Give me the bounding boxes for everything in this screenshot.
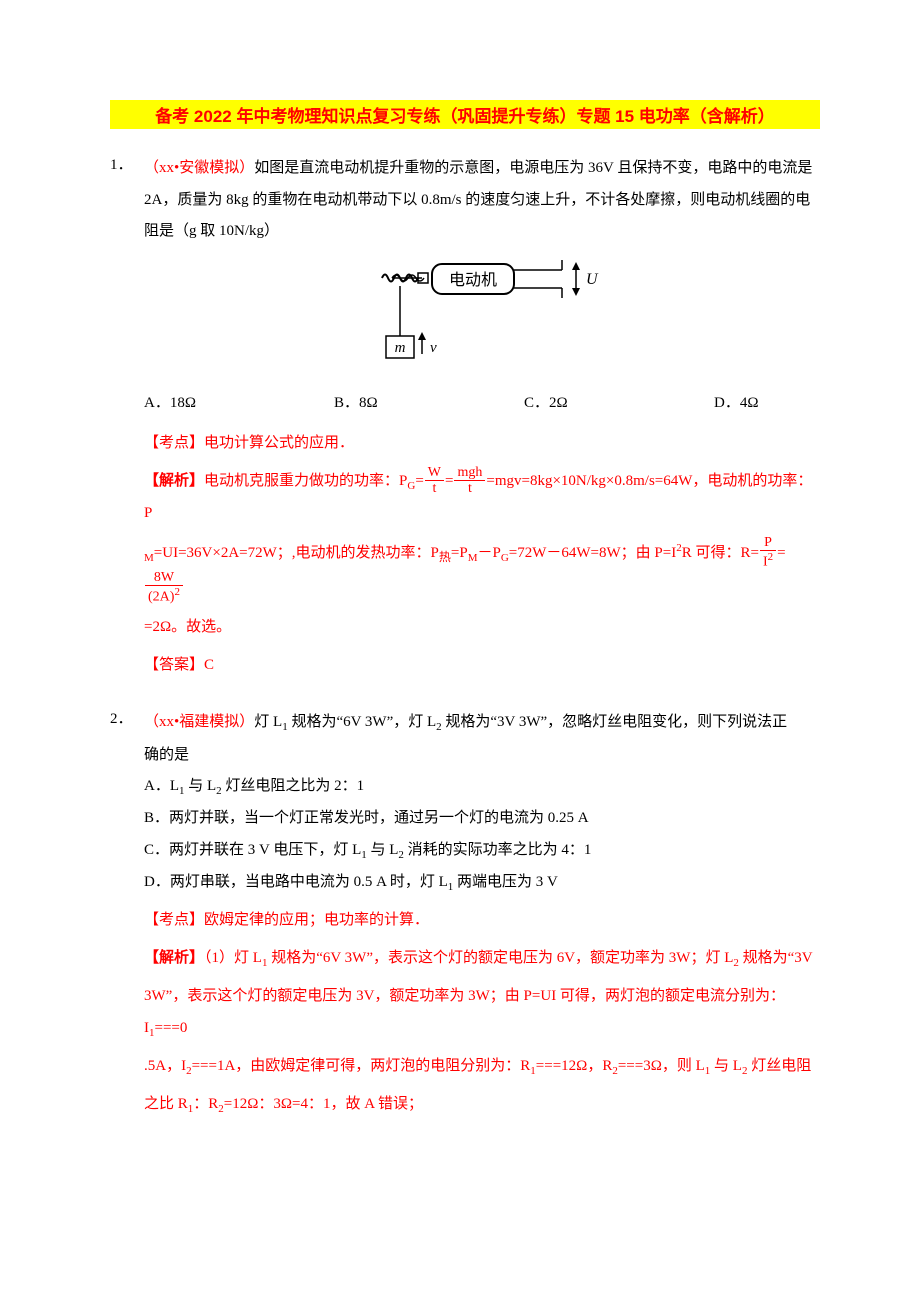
option-a: A．18Ω: [144, 388, 334, 420]
fraction: mght: [454, 465, 485, 497]
stem-text: 2A，质量为 8kg 的重物在电动机带动下以 0.8m/s 的速度匀速上升，不计…: [144, 185, 820, 217]
opt-text: A．L: [144, 778, 179, 794]
analysis-text: =72W－64W=8W；由 P=I: [509, 545, 676, 561]
stem-text: 灯 L: [254, 714, 282, 730]
subscript: G: [501, 552, 509, 564]
question-stem: （xx•福建模拟）灯 L1 规格为“6V 3W”，灯 L2 规格为“3V 3W”…: [144, 707, 820, 739]
analysis-text: =P: [451, 545, 468, 561]
opt-text: C．两灯并联在 3 V 电压下，灯 L: [144, 842, 361, 858]
question-number: 2．: [110, 707, 144, 1127]
fraction-den: (2A)2: [145, 586, 183, 605]
analysis-text: ：R: [193, 1096, 218, 1112]
option-a: A．L1 与 L2 灯丝电阻之比为 2：1: [144, 771, 820, 803]
question-body: （xx•安徽模拟）如图是直流电动机提升重物的示意图，电源电压为 36V 且保持不…: [144, 153, 820, 697]
knowledge-point: 【考点】欧姆定律的应用；电功率的计算．: [144, 905, 820, 937]
opt-text: 两端电压为 3 V: [453, 874, 558, 890]
question-1: 1． （xx•安徽模拟）如图是直流电动机提升重物的示意图，电源电压为 36V 且…: [110, 153, 820, 697]
circuit-diagram: 电动机 U m: [144, 258, 820, 381]
question-source: （xx•安徽模拟）: [144, 160, 254, 176]
analysis-text: 3W”，表示这个灯的额定电压为 3V，额定功率为 3W；由 P=UI 可得，两灯…: [144, 988, 785, 1036]
opt-text: 消耗的实际功率之比为 4：1: [404, 842, 592, 858]
question-source: （xx•福建模拟）: [144, 714, 254, 730]
fraction-num: mgh: [454, 465, 485, 481]
analysis-text: ===1A，由欧姆定律可得，两灯泡的电阻分别为：R: [192, 1058, 531, 1074]
analysis-text: R 可得：R=: [682, 545, 759, 561]
analysis-text: 电动机克服重力做功的功率：P: [204, 473, 407, 489]
analysis: .5A，I2===1A，由欧姆定律可得，两灯泡的电阻分别为：R1===12Ω，R…: [144, 1051, 820, 1083]
answer-options: A．18Ω B．8Ω C．2Ω D．4Ω: [144, 388, 820, 420]
fraction: PI2: [760, 535, 776, 570]
knowledge-point: 【考点】电功计算公式的应用．: [144, 428, 820, 460]
m-label: m: [395, 340, 406, 356]
opt-text: 与 L: [367, 842, 399, 858]
analysis: 【解析】电动机克服重力做功的功率：PG=Wt=mght=mgv=8kg×10N/…: [144, 465, 820, 530]
motor-label: 电动机: [449, 271, 497, 289]
analysis: =2Ω。故选。: [144, 612, 820, 644]
stem-text: 确的是: [144, 740, 820, 772]
fraction-den: t: [454, 481, 485, 496]
opt-text: D．两灯串联，当电路中电流为 0.5 A 时，灯 L: [144, 874, 448, 890]
analysis-text: 与 L: [710, 1058, 742, 1074]
option-d: D．4Ω: [714, 388, 820, 420]
answer-options: A．L1 与 L2 灯丝电阻之比为 2：1 B．两灯并联，当一个灯正常发光时，通…: [144, 771, 820, 899]
analysis-text: 规格为“6V 3W”，表示这个灯的额定电压为 6V，额定功率为 3W；灯 L: [267, 950, 733, 966]
option-d: D．两灯串联，当电路中电流为 0.5 A 时，灯 L1 两端电压为 3 V: [144, 867, 820, 899]
analysis: 【解析】（1）灯 L1 规格为“6V 3W”，表示这个灯的额定电压为 6V，额定…: [144, 942, 820, 975]
stem-text: 阻是（g 取 10N/kg）: [144, 216, 820, 248]
den-sup: 2: [174, 586, 180, 598]
opt-text: 与 L: [185, 778, 217, 794]
question-number: 1．: [110, 153, 144, 697]
question-stem: （xx•安徽模拟）如图是直流电动机提升重物的示意图，电源电压为 36V 且保持不…: [144, 153, 820, 185]
analysis-text: =UI=36V×2A=72W；,电动机的发热功率：P: [154, 545, 439, 561]
subscript: M: [144, 552, 154, 564]
subscript: 热: [439, 550, 451, 564]
analysis-text: 灯丝电阻: [747, 1058, 811, 1074]
answer: 【答案】C: [144, 650, 820, 682]
analysis: M=UI=36V×2A=72W；,电动机的发热功率：P热=PM－PG=72W－6…: [144, 536, 820, 607]
analysis-text: ===12Ω，R: [536, 1058, 613, 1074]
fraction-den: t: [425, 481, 444, 496]
document-title: 备考 2022 年中考物理知识点复习专练（巩固提升专练）专题 15 电功率（含解…: [110, 100, 820, 129]
v-label: v: [430, 340, 437, 356]
analysis: 3W”，表示这个灯的额定电压为 3V，额定功率为 3W；由 P=UI 可得，两灯…: [144, 981, 820, 1045]
fraction-num: 8W: [145, 570, 183, 586]
analysis-text: ===0: [155, 1020, 188, 1036]
analysis-text: =: [415, 473, 423, 489]
fraction-den: I2: [760, 551, 776, 570]
question-2: 2． （xx•福建模拟）灯 L1 规格为“6V 3W”，灯 L2 规格为“3V …: [110, 707, 820, 1127]
den-sup: 2: [768, 551, 774, 563]
analysis-text: ===3Ω，则 L: [618, 1058, 705, 1074]
fraction-num: W: [425, 465, 444, 481]
fraction: Wt: [425, 465, 444, 497]
option-b: B．8Ω: [334, 388, 524, 420]
page: 备考 2022 年中考物理知识点复习专练（巩固提升专练）专题 15 电功率（含解…: [0, 0, 920, 1197]
analysis-label: 【解析】: [144, 472, 204, 489]
analysis-text: －P: [477, 545, 500, 561]
fraction: 8W(2A)2: [145, 570, 183, 605]
stem-text: 如图是直流电动机提升重物的示意图，电源电压为 36V 且保持不变，电路中的电流是: [254, 160, 812, 176]
diagram-svg: 电动机 U m: [352, 258, 612, 368]
option-b: B．两灯并联，当一个灯正常发光时，通过另一个灯的电流为 0.25 A: [144, 803, 820, 835]
option-c: C．2Ω: [524, 388, 714, 420]
analysis-text: （1）灯 L: [204, 950, 262, 966]
stem-text: 规格为“6V 3W”，灯 L: [288, 714, 436, 730]
fraction-num: P: [760, 535, 776, 551]
option-c: C．两灯并联在 3 V 电压下，灯 L1 与 L2 消耗的实际功率之比为 4：1: [144, 835, 820, 867]
question-body: （xx•福建模拟）灯 L1 规格为“6V 3W”，灯 L2 规格为“3V 3W”…: [144, 707, 820, 1127]
den-base: (2A): [148, 590, 174, 605]
stem-text: 规格为“3V 3W”，忽略灯丝电阻变化，则下列说法正: [442, 714, 788, 730]
opt-text: 灯丝电阻之比为 2：1: [222, 778, 365, 794]
analysis-text: =12Ω：3Ω=4：1，故 A 错误；: [224, 1096, 423, 1112]
analysis-text: .5A，I: [144, 1058, 186, 1074]
analysis: 之比 R1：R2=12Ω：3Ω=4：1，故 A 错误；: [144, 1089, 820, 1121]
analysis-text: 规格为“3V: [739, 950, 813, 966]
u-label: U: [586, 271, 599, 288]
analysis-text: 之比 R: [144, 1096, 188, 1112]
analysis-label: 【解析】: [144, 949, 204, 966]
